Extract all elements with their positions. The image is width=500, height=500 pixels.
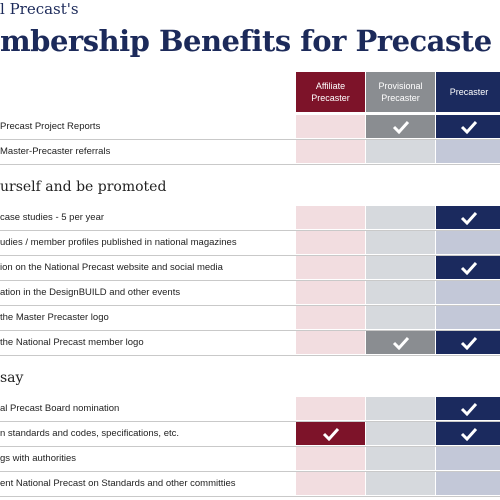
benefit-cell [366, 281, 435, 304]
row-label: Precast Project Reports [0, 121, 101, 132]
row-label: ent National Precast on Standards and ot… [0, 478, 236, 489]
benefit-cell [366, 447, 435, 470]
benefit-cell [296, 306, 365, 329]
benefit-cell [436, 231, 500, 254]
row-label: the National Precast member logo [0, 337, 144, 348]
benefit-cell [436, 331, 500, 354]
benefit-cell [436, 306, 500, 329]
row-label: the Master Precaster logo [0, 312, 109, 323]
benefit-cell [366, 115, 435, 138]
row-separator [0, 305, 500, 306]
benefit-cell [366, 472, 435, 495]
benefit-cell [436, 422, 500, 445]
check-icon [460, 402, 478, 416]
row-separator [0, 446, 500, 447]
check-icon [460, 261, 478, 275]
column-header: Affiliate Precaster [296, 72, 365, 112]
benefit-cell [366, 206, 435, 229]
check-icon [392, 120, 409, 134]
benefit-cell [296, 231, 365, 254]
row-separator [0, 280, 500, 281]
benefit-cell [296, 256, 365, 279]
benefit-cell [296, 331, 365, 354]
benefit-cell [366, 331, 435, 354]
check-icon [460, 120, 478, 134]
section-heading: urself and be promoted [0, 179, 167, 195]
benefit-cell [296, 206, 365, 229]
row-label: al Precast Board nomination [0, 403, 120, 414]
benefit-cell [296, 397, 365, 420]
benefit-cell [436, 115, 500, 138]
row-separator [0, 421, 500, 422]
benefit-cell [436, 472, 500, 495]
row-label: gs with authorities [0, 453, 77, 464]
benefit-cell [296, 447, 365, 470]
row-label: Master-Precaster referrals [0, 146, 111, 157]
benefit-cell [366, 306, 435, 329]
check-icon [460, 336, 478, 350]
benefit-cell [436, 447, 500, 470]
benefit-cell [436, 206, 500, 229]
benefit-cell [366, 231, 435, 254]
check-icon [460, 211, 478, 225]
title-top: l Precast's [0, 0, 79, 18]
benefit-cell [436, 281, 500, 304]
benefit-cell [296, 422, 365, 445]
benefit-cell [296, 140, 365, 163]
benefit-cell [296, 281, 365, 304]
row-separator [0, 355, 500, 356]
row-separator [0, 496, 500, 497]
check-icon [322, 427, 339, 441]
benefit-cell [366, 256, 435, 279]
title: mbership Benefits for Precaste [0, 24, 492, 58]
row-label: ation in the DesignBUILD and other event… [0, 287, 181, 298]
row-label: ion on the National Precast website and … [0, 262, 223, 273]
row-label: n standards and codes, specifications, e… [0, 428, 180, 439]
benefit-cell [296, 115, 365, 138]
benefit-cell [366, 422, 435, 445]
row-separator [0, 471, 500, 472]
benefit-cell [436, 397, 500, 420]
section-heading: say [0, 370, 24, 386]
column-header: Precaster [436, 72, 500, 112]
column-header: Provisional Precaster [366, 72, 435, 112]
benefit-cell [366, 140, 435, 163]
row-separator [0, 255, 500, 256]
benefit-cell [296, 472, 365, 495]
check-icon [392, 336, 409, 350]
benefit-cell [366, 397, 435, 420]
check-icon [460, 427, 478, 441]
benefit-cell [436, 140, 500, 163]
row-separator [0, 230, 500, 231]
row-separator [0, 330, 500, 331]
benefit-cell [436, 256, 500, 279]
row-label: udies / member profiles published in nat… [0, 237, 237, 248]
row-separator [0, 139, 500, 140]
row-separator [0, 164, 500, 165]
row-label: case studies - 5 per year [0, 212, 105, 223]
